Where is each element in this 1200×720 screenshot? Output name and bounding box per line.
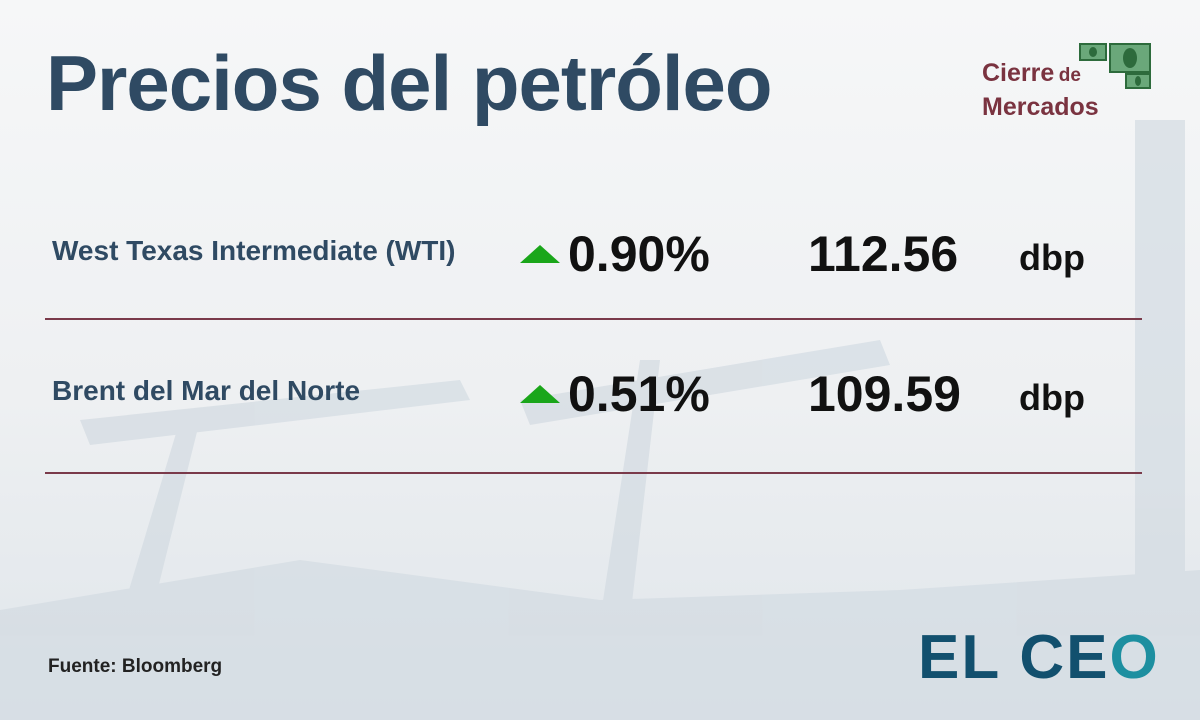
- logo-text: EL CE: [918, 623, 1110, 692]
- cierre-de-mercados-badge: Cierre de Mercados: [982, 58, 1099, 122]
- source-note: Fuente: Bloomberg: [48, 656, 223, 677]
- price-value: 112.56: [808, 226, 959, 282]
- el-ceo-logo: EL CEO: [918, 622, 1160, 693]
- price-unit: dbp: [1019, 377, 1085, 418]
- change-percent: 0.90%: [568, 226, 710, 282]
- price-row-brent: Brent del Mar del Norte 0.51% 109.59 dbp: [0, 365, 1200, 445]
- row-separator: [45, 318, 1142, 320]
- price-value: 109.59: [808, 366, 961, 422]
- badge-line1: Cierre: [982, 59, 1055, 87]
- badge-line2: Mercados: [982, 93, 1099, 121]
- price-unit: dbp: [1019, 237, 1085, 278]
- page-title: Precios del petróleo: [46, 39, 773, 127]
- commodity-name: West Texas Intermediate (WTI): [52, 235, 456, 266]
- commodity-name: Brent del Mar del Norte: [52, 375, 361, 406]
- badge-de: de: [1058, 65, 1081, 86]
- logo-o: O: [1109, 623, 1160, 692]
- price-row-wti: West Texas Intermediate (WTI) 0.90% 112.…: [0, 225, 1200, 305]
- row-separator: [45, 472, 1142, 474]
- up-arrow-icon: [520, 245, 560, 263]
- change-percent: 0.51%: [568, 366, 710, 422]
- money-bills-chat-icon: [1079, 43, 1151, 89]
- up-arrow-icon: [520, 385, 560, 403]
